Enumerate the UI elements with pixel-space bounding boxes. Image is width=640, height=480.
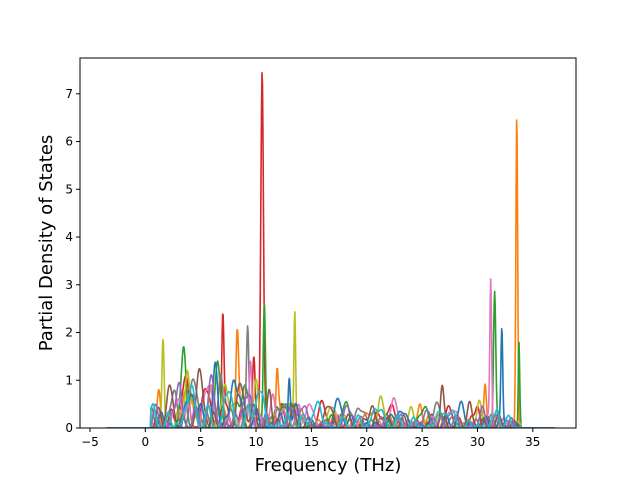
x-axis-label: Frequency (THz) — [255, 455, 402, 476]
x-tick-label: 35 — [525, 435, 540, 449]
y-axis-ticks: 0 1 2 3 4 5 6 7 — [65, 87, 80, 435]
x-tick-label: 25 — [414, 435, 429, 449]
y-tick-label: 7 — [65, 87, 73, 101]
y-tick-label: 4 — [65, 230, 73, 244]
x-tick-label: 5 — [197, 435, 205, 449]
y-tick-label: 2 — [65, 326, 73, 340]
x-tick-label: 20 — [359, 435, 374, 449]
x-tick-label: 10 — [248, 435, 263, 449]
y-tick-label: 5 — [65, 182, 73, 196]
y-tick-label: 1 — [65, 373, 73, 387]
x-tick-label: −5 — [81, 435, 99, 449]
plot-frame — [79, 57, 577, 429]
y-tick-label: 0 — [65, 421, 73, 435]
x-tick-label: 0 — [142, 435, 150, 449]
x-tick-label: 30 — [470, 435, 485, 449]
y-axis-label: Partial Density of States — [36, 135, 57, 352]
x-axis-ticks: −5 0 5 10 15 20 25 30 35 — [81, 428, 540, 449]
pdos-series-line — [106, 367, 556, 428]
y-tick-label: 6 — [65, 135, 73, 149]
x-tick-label: 15 — [304, 435, 319, 449]
pdos-series-line — [106, 374, 556, 428]
y-tick-label: 3 — [65, 278, 73, 292]
